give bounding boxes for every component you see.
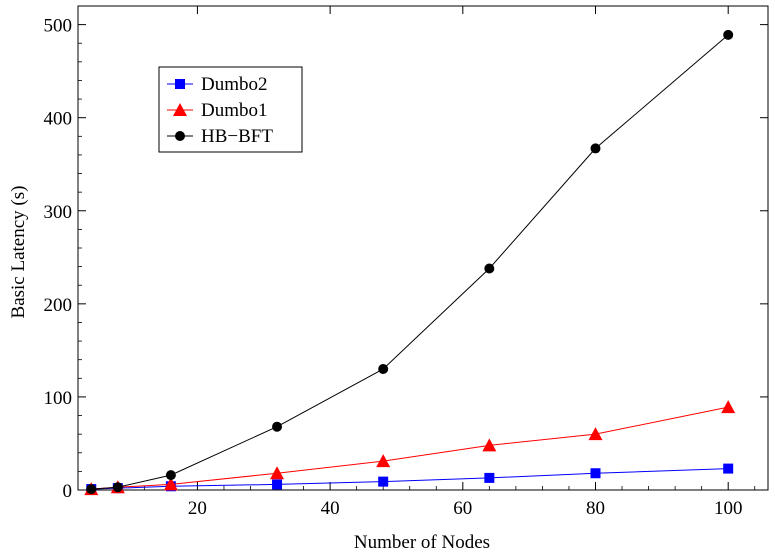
legend-label: Dumbo2 — [201, 74, 268, 95]
data-point-dumbo2 — [590, 468, 601, 479]
y-tick-label: 500 — [44, 16, 73, 37]
data-point-dumbo1 — [482, 438, 497, 452]
y-tick-label: 200 — [44, 295, 73, 316]
data-point-dumbo2 — [378, 476, 389, 487]
legend-marker — [175, 131, 185, 141]
legend: Dumbo2 Dumbo1 HB−BFT — [158, 66, 303, 153]
y-tick-label: 400 — [44, 109, 73, 130]
data-point-dumbo1 — [588, 427, 603, 441]
data-point-dumbo2 — [272, 479, 283, 490]
data-point-hb-bft — [484, 263, 495, 274]
y-axis-ticks: 0 100 200 300 400 500 — [44, 5, 768, 502]
series-hb-bft — [86, 29, 734, 495]
series-line-dumbo1 — [91, 406, 729, 490]
y-tick-label: 300 — [44, 202, 73, 223]
x-tick-label: 60 — [453, 498, 472, 519]
data-point-hb-bft — [723, 29, 734, 40]
data-point-dumbo1 — [270, 466, 285, 480]
legend-label: HB−BFT — [201, 126, 273, 147]
legend-entry-dumbo1: Dumbo1 — [167, 100, 268, 121]
x-axis-title: Number of Nodes — [354, 532, 490, 553]
data-point-dumbo1 — [376, 454, 391, 468]
data-point-dumbo1 — [163, 477, 178, 491]
y-axis-title: Basic Latency (s) — [8, 186, 29, 319]
x-tick-label: 20 — [188, 498, 207, 519]
data-point-hb-bft — [378, 364, 389, 374]
legend-label: Dumbo1 — [201, 100, 268, 121]
data-point-dumbo1 — [721, 400, 736, 414]
data-point-hb-bft — [590, 143, 601, 154]
series-line-dumbo2 — [91, 468, 729, 490]
series-layer — [84, 29, 736, 496]
data-point-dumbo2 — [484, 472, 495, 483]
x-tick-label: 40 — [321, 498, 340, 519]
data-point-hb-bft — [165, 470, 176, 481]
series-line-hb-bft — [91, 34, 729, 490]
data-point-dumbo2 — [723, 463, 734, 474]
x-tick-label: 80 — [586, 498, 605, 519]
y-tick-label: 100 — [44, 388, 73, 409]
legend-entry-hb-bft: HB−BFT — [167, 126, 273, 147]
legend-marker — [173, 103, 187, 116]
y-tick-label: 0 — [63, 481, 73, 502]
data-point-hb-bft — [272, 421, 283, 432]
x-tick-label: 100 — [714, 498, 743, 519]
legend-marker — [175, 79, 185, 89]
legend-entry-dumbo2: Dumbo2 — [167, 74, 268, 95]
data-point-hb-bft — [112, 482, 123, 493]
data-point-hb-bft — [86, 484, 97, 495]
